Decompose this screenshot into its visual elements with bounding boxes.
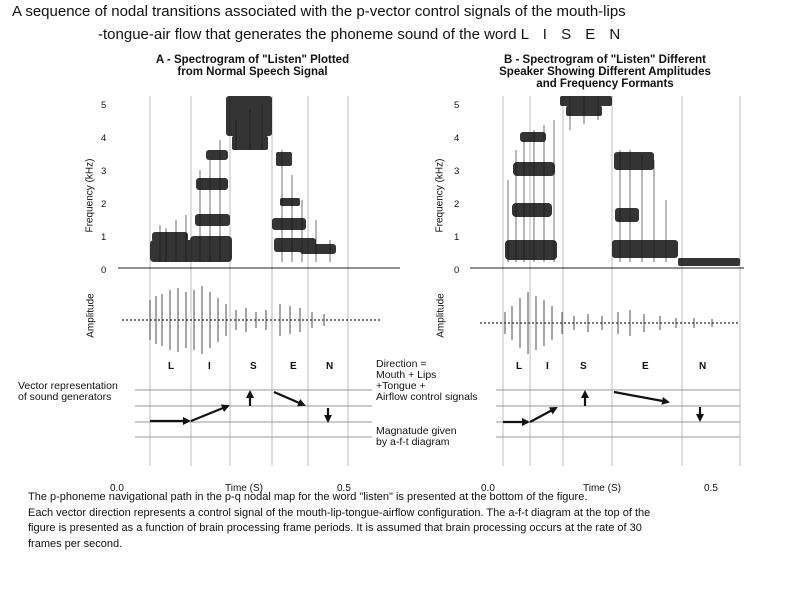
panel-a-vector-gridlines [135, 389, 372, 438]
panel-a-tick-2: 2 [101, 199, 107, 210]
panel-b-tick-2: 2 [454, 199, 460, 210]
figure-caption: The p-phoneme navigational path in the p… [28, 490, 778, 552]
magnitude-line-2: by a-f-t diagram [376, 436, 450, 448]
direction-line-3: +Tongue + [376, 380, 426, 392]
panel-b-time-gridlines [502, 96, 741, 466]
caption-line-4: frames per second. [28, 537, 123, 550]
panel-b-tick-1: 1 [454, 232, 460, 243]
panel-b-tick-0: 0 [454, 265, 460, 276]
panel-a-letter-l: L [168, 361, 175, 372]
caption-line-3: figure is presented as a function of bra… [28, 522, 642, 534]
panel-b-spectrogram [480, 96, 740, 354]
panel-a-tick-4: 4 [101, 133, 107, 144]
panel-b-tick-3: 3 [454, 166, 460, 177]
panel-a-tick-3: 3 [101, 166, 107, 177]
panel-b-vector-path [503, 390, 704, 426]
vector-representation-label: Vector representation of sound generator… [18, 381, 118, 403]
panel-a-x-tick-start: 0.0 [110, 483, 124, 494]
magnitude-line-1: Magnatude given [376, 425, 457, 437]
panel-a-letter-e: E [290, 361, 297, 372]
panel-b-arrow-e [613, 390, 670, 405]
panel-b-x-tick-end: 0.5 [704, 483, 718, 494]
vector-representation-line-2: of sound generators [18, 391, 112, 403]
panel-a-vector-path [150, 390, 332, 425]
direction-label: Direction = Mouth + Lips +Tongue + Airfl… [376, 359, 478, 403]
caption-line-1: The p-phoneme navigational path in the p… [28, 491, 588, 503]
panel-b-title-line-2: Speaker Showing Different Amplitudes [499, 66, 711, 78]
panel-b-title-line-1: B - Spectrogram of "Listen" Different [504, 54, 706, 66]
direction-line-1: Direction = [376, 358, 427, 370]
panel-b-tick-5: 5 [454, 100, 460, 111]
panel-b-letter-s: S [580, 361, 587, 372]
vector-representation-line-1: Vector representation [18, 380, 118, 392]
panel-a-time-gridlines [149, 96, 349, 466]
panel-a-letter-n: N [326, 361, 334, 372]
panel-a-letter-i: I [208, 361, 211, 372]
panel-a-tick-5: 5 [101, 100, 107, 111]
panel-a-title: A - Spectrogram of "Listen" Plotted from… [120, 54, 385, 78]
panel-b-vector-gridlines [496, 389, 740, 438]
direction-line-2: Mouth + Lips [376, 369, 437, 381]
header-line-1: A sequence of nodal transitions associat… [12, 3, 626, 20]
panel-a-spectrogram [122, 96, 380, 354]
panel-a-x-axis-label: Time (S) [225, 483, 263, 494]
panel-b-title: B - Spectrogram of "Listen" Different Sp… [455, 54, 755, 90]
panel-b-letter-l: L [516, 361, 523, 372]
panel-b-x-axis-label: Time (S) [583, 483, 621, 494]
panel-a-x-tick-end: 0.5 [337, 483, 351, 494]
header-line-2-text: -tongue-air flow that generates the phon… [98, 26, 521, 43]
panel-a-title-line-2: from Normal Speech Signal [177, 66, 328, 78]
panel-b-letter-e: E [642, 361, 649, 372]
header-line-2: -tongue-air flow that generates the phon… [98, 26, 625, 43]
panel-b-letter-n: N [699, 361, 707, 372]
panel-b-letter-i: I [546, 361, 549, 372]
panel-b-x-tick-start: 0.0 [481, 483, 495, 494]
direction-line-4: Airflow control signals [376, 391, 478, 403]
panel-b-tick-4: 4 [454, 133, 460, 144]
panel-a-tick-0: 0 [101, 265, 107, 276]
panel-b-arrow-i [529, 407, 558, 423]
panel-a-letter-s: S [250, 361, 257, 372]
header-word: L I S E N [520, 26, 626, 43]
panel-a-arrow-i [190, 404, 230, 423]
panel-a-title-line-1: A - Spectrogram of "Listen" Plotted [155, 54, 350, 66]
panel-a-arrow-e [273, 390, 306, 407]
panel-a-tick-1: 1 [101, 232, 107, 243]
panel-b-title-line-3: and Frequency Formants [536, 78, 674, 90]
caption-line-2: Each vector direction represents a contr… [28, 506, 651, 519]
magnitude-label: Magnatude given by a-f-t diagram [376, 426, 457, 448]
